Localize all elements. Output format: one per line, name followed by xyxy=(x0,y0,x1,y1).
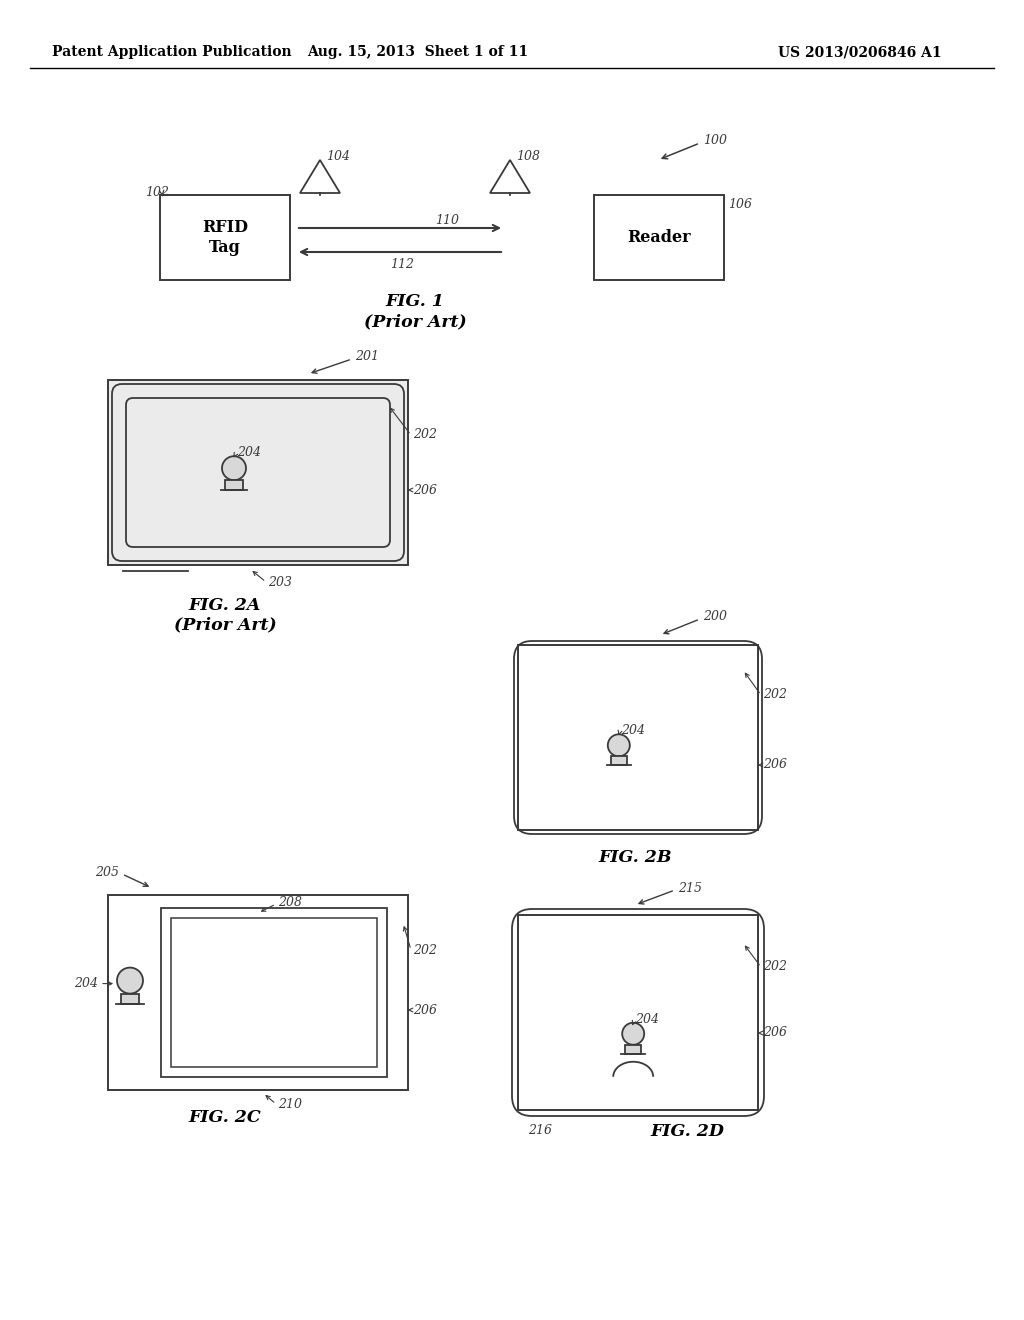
Text: FIG. 2C: FIG. 2C xyxy=(188,1110,261,1126)
Circle shape xyxy=(222,457,246,480)
Text: 200: 200 xyxy=(703,610,727,623)
Text: (Prior Art): (Prior Art) xyxy=(364,314,466,330)
Text: FIG. 2A: FIG. 2A xyxy=(188,597,261,614)
Circle shape xyxy=(623,1023,644,1044)
FancyBboxPatch shape xyxy=(108,380,408,565)
Text: 202: 202 xyxy=(763,689,787,701)
Text: 206: 206 xyxy=(763,1027,787,1040)
Bar xyxy=(626,1044,641,1053)
Text: FIG. 1: FIG. 1 xyxy=(386,293,444,310)
Text: 215: 215 xyxy=(678,882,702,895)
Text: FIG. 2B: FIG. 2B xyxy=(598,850,672,866)
Text: RFID
Tag: RFID Tag xyxy=(202,219,248,256)
Text: 204: 204 xyxy=(635,1014,659,1026)
Bar xyxy=(610,756,627,766)
Text: Reader: Reader xyxy=(627,228,691,246)
FancyBboxPatch shape xyxy=(160,195,290,280)
Text: 100: 100 xyxy=(703,133,727,147)
Text: 203: 203 xyxy=(268,577,292,590)
Text: (Prior Art): (Prior Art) xyxy=(174,616,276,634)
Text: 206: 206 xyxy=(763,759,787,771)
Polygon shape xyxy=(300,160,340,193)
Text: Aug. 15, 2013  Sheet 1 of 11: Aug. 15, 2013 Sheet 1 of 11 xyxy=(307,45,528,59)
Text: 106: 106 xyxy=(728,198,752,211)
Text: 102: 102 xyxy=(145,186,169,199)
Text: 201: 201 xyxy=(355,351,379,363)
Text: 208: 208 xyxy=(278,896,302,909)
Text: 110: 110 xyxy=(435,214,459,227)
Text: US 2013/0206846 A1: US 2013/0206846 A1 xyxy=(778,45,942,59)
Text: 202: 202 xyxy=(413,944,437,957)
Text: 104: 104 xyxy=(326,150,350,164)
Polygon shape xyxy=(490,160,530,193)
Circle shape xyxy=(117,968,143,994)
Bar xyxy=(121,994,139,1003)
Text: FIG. 2D: FIG. 2D xyxy=(650,1123,724,1140)
FancyBboxPatch shape xyxy=(518,915,758,1110)
Text: 206: 206 xyxy=(413,483,437,496)
Circle shape xyxy=(608,734,630,756)
Text: 112: 112 xyxy=(390,257,414,271)
Text: 204: 204 xyxy=(74,977,98,990)
Text: 202: 202 xyxy=(763,961,787,974)
FancyBboxPatch shape xyxy=(108,895,408,1090)
Text: 216: 216 xyxy=(528,1123,552,1137)
Text: 210: 210 xyxy=(278,1098,302,1111)
FancyBboxPatch shape xyxy=(518,645,758,830)
Text: 204: 204 xyxy=(237,446,261,459)
Text: 108: 108 xyxy=(516,150,540,164)
Bar xyxy=(225,480,243,490)
Text: 205: 205 xyxy=(95,866,119,879)
Text: 206: 206 xyxy=(413,1003,437,1016)
Text: 202: 202 xyxy=(413,429,437,441)
Text: Patent Application Publication: Patent Application Publication xyxy=(52,45,292,59)
Text: 204: 204 xyxy=(621,723,645,737)
FancyBboxPatch shape xyxy=(594,195,724,280)
